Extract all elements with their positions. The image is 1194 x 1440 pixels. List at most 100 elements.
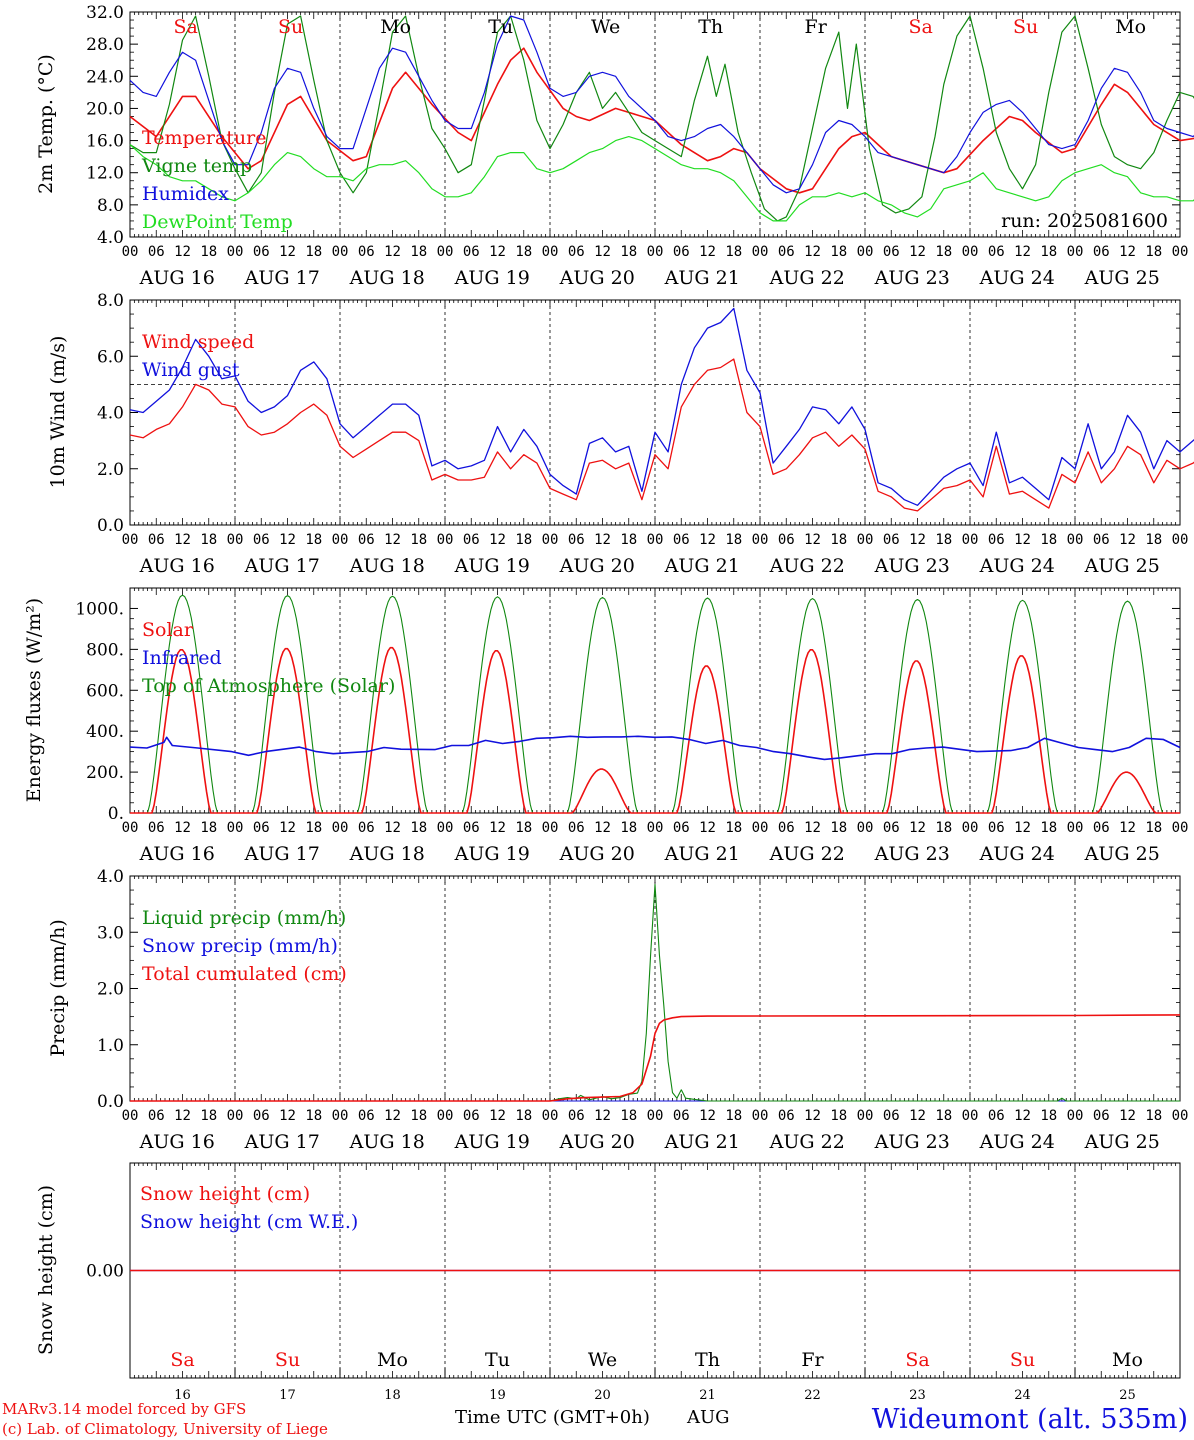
hour-tick-label: 06	[568, 820, 585, 836]
hour-tick-label: 00	[542, 244, 559, 260]
hour-tick-label: 18	[200, 532, 217, 548]
y-tick-label: 8.0	[97, 196, 124, 216]
hour-tick-label: 18	[1145, 532, 1162, 548]
date-label: AUG 21	[664, 267, 740, 289]
hour-tick-label: 18	[515, 244, 532, 260]
total-cumulated-line	[130, 1014, 1181, 1102]
wind-gust-line	[129, 307, 1194, 506]
date-label: AUG 25	[1084, 267, 1160, 289]
infrared-line	[129, 735, 1181, 761]
y-tick-label: 2.0	[97, 460, 124, 480]
legend-snow-height-we: Snow height (cm W.E.)	[140, 1211, 358, 1233]
legend-solar: Solar	[142, 619, 194, 641]
weekday-label: Mo	[1115, 16, 1146, 38]
legend-vigne-temp: Vigne temp	[141, 155, 252, 177]
hour-tick-label: 06	[778, 244, 795, 260]
date-label: AUG 16	[139, 555, 215, 577]
hour-tick-label: 12	[1119, 532, 1136, 548]
hour-tick-label: 00	[752, 244, 769, 260]
y-tick-label: 20.0	[86, 99, 124, 119]
legend-humidex: Humidex	[142, 183, 229, 205]
hour-tick-label: 06	[883, 1108, 900, 1124]
hour-tick-label: 06	[568, 244, 585, 260]
legend-wind-gust: Wind gust	[142, 359, 240, 381]
date-label: AUG 17	[244, 1131, 320, 1153]
hour-tick-label: 06	[673, 1108, 690, 1124]
date-label: AUG 16	[139, 843, 215, 865]
energy-y-axis-title: Energy fluxes (W/m²)	[23, 598, 45, 802]
date-label: AUG 24	[979, 843, 1055, 865]
hour-tick-label: 00	[647, 820, 664, 836]
y-tick-label: 28.0	[86, 35, 124, 55]
hour-tick-label: 06	[148, 1108, 165, 1124]
weekday-label: Tu	[488, 16, 513, 38]
hour-tick-label: 06	[673, 820, 690, 836]
hour-tick-label: 12	[279, 1108, 296, 1124]
weekday-label: Th	[695, 1349, 720, 1371]
hour-tick-label: 00	[332, 1108, 349, 1124]
weekday-label: Su	[275, 1349, 300, 1371]
hour-tick-label: 12	[804, 820, 821, 836]
hour-tick-label: 00	[227, 1108, 244, 1124]
hour-tick-label: 18	[935, 820, 952, 836]
snow-y-axis-title: Snow height (cm)	[35, 1185, 57, 1355]
date-label: AUG 17	[244, 555, 320, 577]
hour-tick-label: 06	[1093, 1108, 1110, 1124]
hour-tick-label: 12	[1119, 1108, 1136, 1124]
station-name: Wideumont (alt. 535m)	[872, 1404, 1188, 1435]
hour-tick-label: 18	[410, 1108, 427, 1124]
legend-infrared: Infrared	[142, 647, 222, 669]
hour-tick-label: 12	[174, 820, 191, 836]
hour-tick-label: 00	[437, 1108, 454, 1124]
y-tick-label: 2.0	[97, 980, 124, 1000]
hour-tick-label: 06	[253, 532, 270, 548]
hour-tick-label: 18	[1040, 1108, 1057, 1124]
date-label: AUG 23	[874, 555, 950, 577]
weekday-label: Sa	[908, 16, 932, 38]
hour-tick-label: 06	[988, 820, 1005, 836]
hour-tick-label: 18	[725, 532, 742, 548]
weekday-label: Su	[1013, 16, 1038, 38]
hour-tick-label: 00	[1067, 532, 1084, 548]
hour-tick-label: 18	[1145, 1108, 1162, 1124]
y-tick-label: 4.0	[97, 404, 124, 424]
hour-tick-label: 00	[437, 820, 454, 836]
weekday-label: Mo	[380, 16, 411, 38]
hour-tick-label: 18	[935, 532, 952, 548]
hour-tick-label: 00	[122, 820, 139, 836]
hour-tick-label: 00	[1172, 1108, 1189, 1124]
hour-tick-label: 12	[699, 532, 716, 548]
x-axis-month: AUG	[686, 1407, 730, 1428]
legend-wind-speed: Wind speed	[142, 331, 254, 353]
date-label: AUG 18	[349, 843, 425, 865]
hour-tick-label: 06	[253, 244, 270, 260]
hour-tick-label: 06	[148, 244, 165, 260]
day-number-label: 17	[279, 1388, 296, 1403]
weekday-label: Fr	[801, 1349, 824, 1371]
date-label: AUG 19	[454, 843, 530, 865]
hour-tick-label: 06	[778, 532, 795, 548]
hour-tick-label: 12	[174, 532, 191, 548]
hour-tick-label: 18	[620, 244, 637, 260]
hour-tick-label: 18	[410, 820, 427, 836]
hour-tick-label: 18	[1145, 820, 1162, 836]
hour-tick-label: 00	[1172, 532, 1189, 548]
hour-tick-label: 00	[1172, 820, 1189, 836]
hour-tick-label: 06	[1093, 244, 1110, 260]
hour-tick-label: 06	[253, 1108, 270, 1124]
hour-tick-label: 06	[1093, 820, 1110, 836]
day-number-label: 24	[1014, 1388, 1031, 1403]
hour-tick-label: 12	[174, 244, 191, 260]
hour-tick-label: 18	[200, 244, 217, 260]
legend-dewpoint: DewPoint Temp	[142, 211, 293, 233]
hour-tick-label: 12	[489, 1108, 506, 1124]
hour-tick-label: 12	[699, 820, 716, 836]
precip-y-axis-title: Precip (mm/h)	[47, 919, 69, 1057]
hour-tick-label: 06	[463, 244, 480, 260]
legend-total-cumulated: Total cumulated (cm)	[142, 963, 347, 985]
hour-tick-label: 06	[253, 820, 270, 836]
date-label: AUG 19	[454, 555, 530, 577]
date-label: AUG 22	[769, 1131, 845, 1153]
y-tick-label: 4.0	[97, 228, 124, 248]
hour-tick-label: 18	[830, 1108, 847, 1124]
